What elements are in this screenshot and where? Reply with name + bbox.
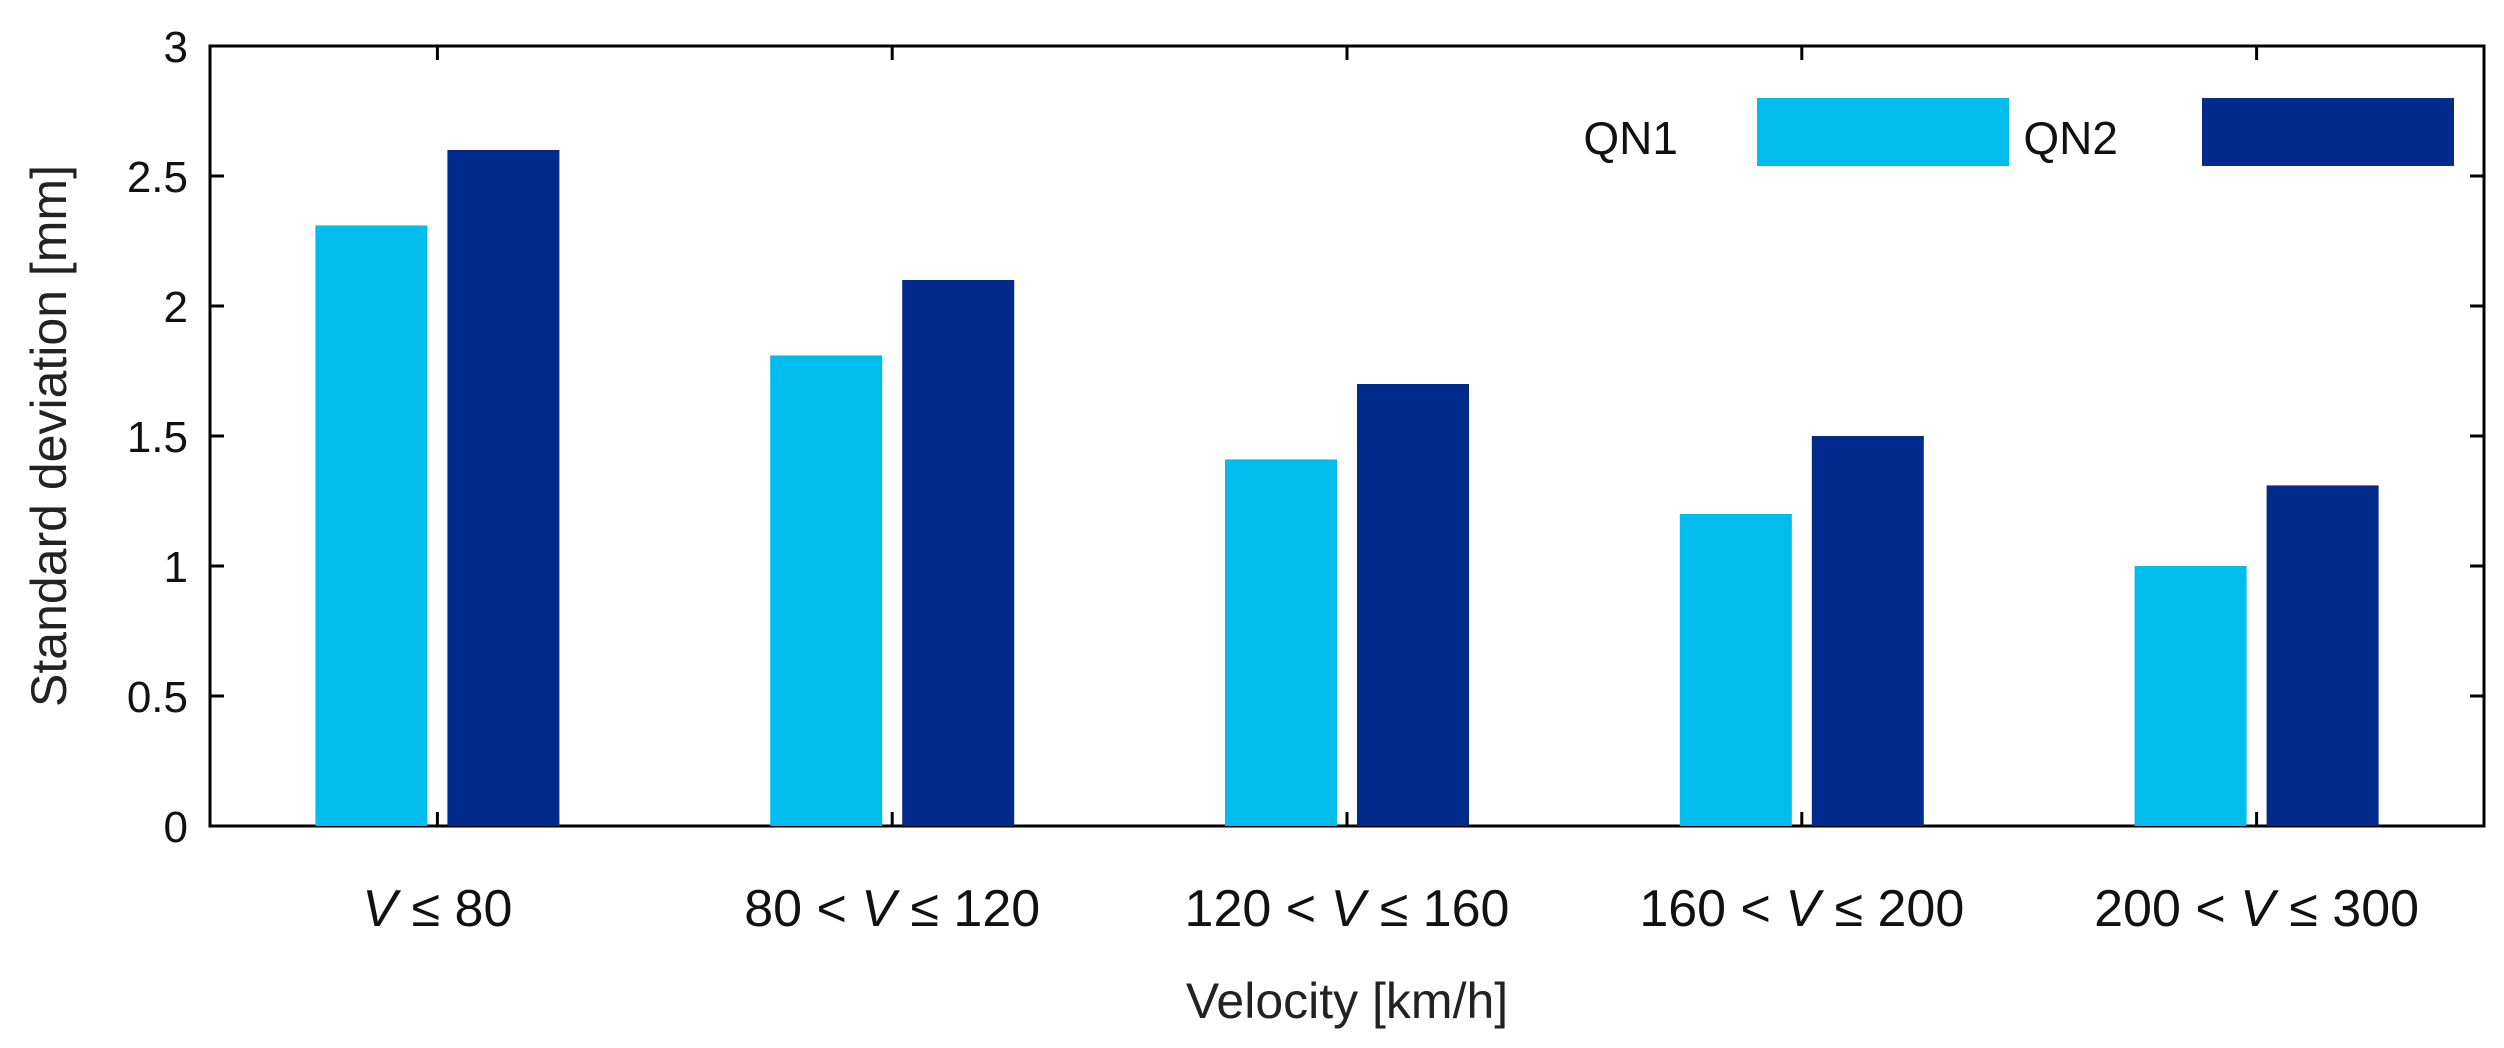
y-axis: 0 0.5 1 1.5 2 2.5 3 — [127, 23, 2484, 852]
bar-qn2-2 — [902, 280, 1015, 826]
x-tick-label: V ≤ 80 — [362, 880, 512, 938]
x-tick-label: 80 < V ≤ 120 — [744, 880, 1040, 938]
bar-qn2-4 — [1811, 436, 1924, 826]
x-axis: V ≤ 80 80 < V ≤ 120 120 < V ≤ 160 160 < V ≤… — [362, 46, 2419, 938]
x-axis-title: Velocity [km/h] — [1186, 973, 1508, 1029]
bar-qn1-1 — [315, 225, 428, 826]
legend: QN1 QN2 — [1583, 98, 2454, 166]
bar-qn2-5 — [2266, 485, 2379, 826]
y-tick-label: 1 — [164, 543, 188, 592]
y-tick-label: 0.5 — [127, 673, 188, 722]
x-tick-label: 160 < V ≤ 200 — [1639, 880, 1964, 938]
y-tick-label: 1.5 — [127, 413, 188, 462]
y-axis-title: Standard deviation [mm] — [21, 165, 77, 707]
y-tick-label: 2 — [164, 283, 188, 332]
x-tick-label: 120 < V ≤ 160 — [1185, 880, 1510, 938]
bar-qn2-1 — [447, 150, 560, 826]
legend-swatch-qn1 — [1757, 98, 2009, 166]
legend-label-qn2: QN2 — [2023, 112, 2118, 164]
y-tick-label: 2.5 — [127, 153, 188, 202]
legend-swatch-qn2 — [2202, 98, 2454, 166]
bars — [315, 150, 2379, 826]
bar-qn1-3 — [1225, 459, 1337, 826]
y-tick-label: 3 — [164, 23, 188, 72]
legend-label-qn1: QN1 — [1583, 112, 1678, 164]
x-tick-label: 200 < V ≤ 300 — [2094, 880, 2419, 938]
bar-qn1-5 — [2134, 566, 2247, 826]
bar-qn1-4 — [1679, 514, 1792, 826]
bar-qn1-2 — [770, 355, 883, 826]
y-tick-label: 0 — [164, 803, 188, 852]
bar-qn2-3 — [1357, 384, 1469, 826]
